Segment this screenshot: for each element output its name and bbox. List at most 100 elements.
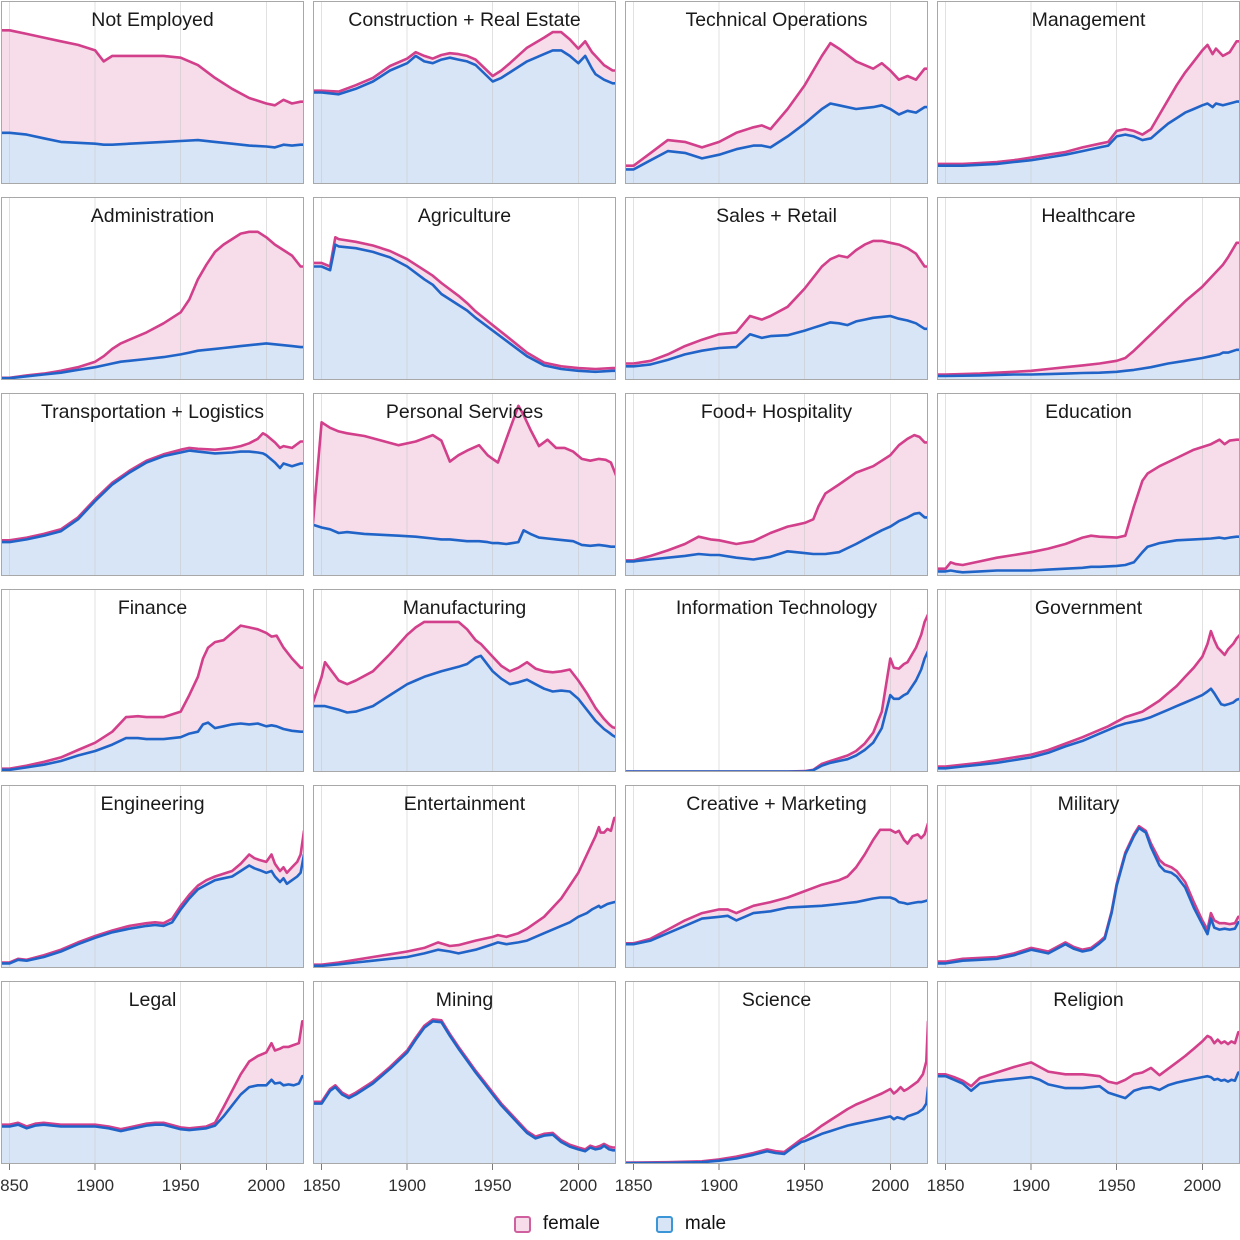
- gridlines: [9, 981, 267, 1164]
- male-area: [313, 1021, 616, 1164]
- x-tick-label: 1850: [0, 1176, 29, 1195]
- x-axis: 1850 1900 1950 2000: [303, 1164, 597, 1195]
- male-line: [625, 314, 928, 368]
- female-line: [937, 241, 1240, 376]
- panel-title: Military: [1058, 793, 1120, 815]
- chart-finance: Finance: [1, 589, 304, 772]
- legend-item-male: male: [655, 1213, 726, 1235]
- male-line: [1, 721, 304, 772]
- female-area: [313, 32, 616, 95]
- male-area: [625, 897, 928, 968]
- chart-manufacturing: Manufacturing: [313, 589, 616, 772]
- male-line: [313, 654, 616, 739]
- male-line: [1, 131, 304, 149]
- female-line: [1, 28, 304, 107]
- panel-construction-real-estate: Construction + Real Estate: [313, 1, 616, 184]
- chart-military: Military: [937, 785, 1240, 968]
- chart-religion: Religion: [937, 981, 1240, 1164]
- male-area: [625, 651, 928, 772]
- panel-border: [1, 1, 304, 184]
- legend-item-female: female: [513, 1213, 600, 1235]
- panel-title: Personal Services: [386, 401, 543, 423]
- panel-title: Food+ Hospitality: [701, 401, 852, 423]
- male-area: [625, 316, 928, 380]
- male-area: [1, 132, 304, 184]
- gridlines: [945, 197, 1203, 380]
- female-line: [313, 235, 616, 371]
- gridlines: [945, 589, 1203, 772]
- female-line: [625, 822, 928, 945]
- panel-border: [313, 393, 616, 576]
- panel-transportation-logistics: Transportation + Logistics: [1, 393, 304, 576]
- male-area: [313, 50, 616, 184]
- female-line: [1, 1019, 304, 1131]
- chart-creative-marketing: Creative + Marketing: [625, 785, 928, 968]
- female-area: [1, 1021, 304, 1132]
- chart-not-employed: Not Employed: [1, 1, 304, 184]
- gridlines: [9, 197, 267, 380]
- chart-construction-real-estate: Construction + Real Estate: [313, 1, 616, 184]
- panel-title: Manufacturing: [403, 597, 527, 619]
- male-line: [313, 243, 616, 374]
- chart-agriculture: Agriculture: [313, 197, 616, 380]
- panel-title: Agriculture: [418, 205, 511, 227]
- chart-transportation-logistics: Transportation + Logistics: [1, 393, 304, 576]
- chart-science: Science: [625, 981, 928, 1164]
- female-line: [1, 624, 304, 770]
- female-area: [313, 621, 616, 738]
- male-line: [937, 535, 1240, 574]
- panel-title: Engineering: [100, 793, 204, 815]
- x-tick-label: 1950: [162, 1176, 200, 1195]
- chart-information-technology: Information Technology: [625, 589, 928, 772]
- panel-border: [313, 981, 616, 1164]
- panel-title: Construction + Real Estate: [348, 9, 581, 31]
- male-line: [1, 853, 304, 965]
- male-line: [625, 1085, 928, 1164]
- x-tick-label: 1950: [474, 1176, 512, 1195]
- male-area: [313, 524, 616, 576]
- female-line: [1, 431, 304, 542]
- gridlines: [321, 197, 579, 380]
- female-line: [313, 816, 616, 966]
- panel-border: [625, 589, 928, 772]
- x-axis-col-3: 1850 1900 1950 2000: [615, 1164, 928, 1207]
- x-tick-label: 1900: [388, 1176, 426, 1195]
- panel-creative-marketing: Creative + Marketing: [625, 785, 928, 968]
- panel-management: Management: [937, 1, 1240, 184]
- female-area: [313, 405, 616, 547]
- x-tick-label: 1850: [303, 1176, 341, 1195]
- female-area: [937, 1032, 1240, 1099]
- female-area: [625, 43, 928, 170]
- panel-technical-operations: Technical Operations: [625, 1, 928, 184]
- panel-finance: Finance: [1, 589, 304, 772]
- x-tick-label: 1900: [1012, 1176, 1050, 1195]
- female-line: [1, 829, 304, 964]
- panel-border: [313, 589, 616, 772]
- male-area: [625, 1087, 928, 1164]
- panel-border: [1, 197, 304, 380]
- panel-food-hospitality: Food+ Hospitality: [625, 393, 928, 576]
- chart-administration: Administration: [1, 197, 304, 380]
- female-line: [625, 1019, 928, 1164]
- panel-border: [1, 981, 304, 1164]
- female-line: [625, 239, 928, 365]
- panel-title: Government: [1035, 597, 1143, 619]
- panel-title: Entertainment: [404, 793, 526, 815]
- female-area: [313, 237, 616, 372]
- panel-mining: Mining: [313, 981, 616, 1164]
- male-line: [937, 687, 1240, 770]
- female-area: [1, 231, 304, 379]
- gridlines: [945, 393, 1203, 576]
- panel-title: Education: [1045, 401, 1132, 423]
- male-area: [1, 722, 304, 772]
- small-multiples-grid: Not Employed Construction + Real Estate Te…: [0, 1, 1240, 1207]
- female-line: [937, 438, 1240, 570]
- x-axis: 1850 1900 1950 2000: [615, 1164, 909, 1195]
- chart-healthcare: Healthcare: [937, 197, 1240, 380]
- male-line: [1, 1074, 304, 1133]
- gridlines: [945, 785, 1203, 968]
- panel-science: Science: [625, 981, 928, 1164]
- panel-title: Religion: [1053, 989, 1123, 1011]
- male-line: [625, 896, 928, 946]
- panel-border: [1, 785, 304, 968]
